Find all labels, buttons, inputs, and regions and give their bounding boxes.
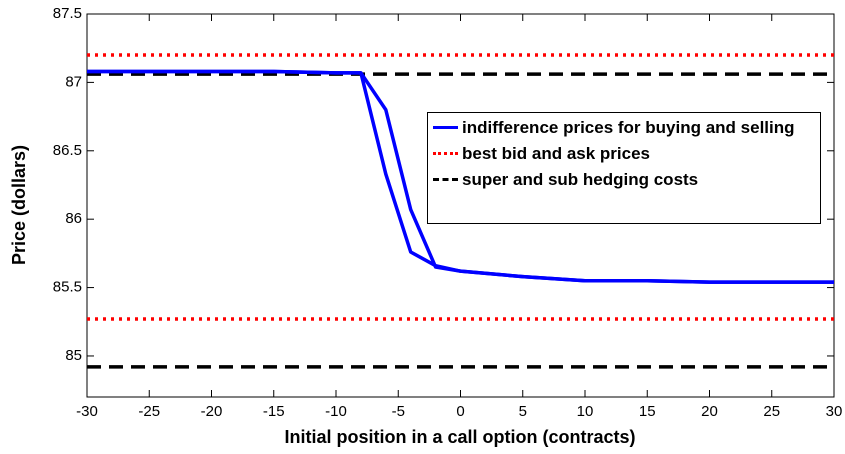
x-tick-label: -20 bbox=[201, 403, 223, 420]
legend-entry: best bid and ask prices bbox=[433, 141, 816, 167]
legend-entry: indifference prices for buying and selli… bbox=[433, 115, 816, 141]
x-tick-label: 20 bbox=[701, 403, 718, 420]
legend-swatch bbox=[433, 167, 458, 193]
y-tick-label: 87 bbox=[65, 73, 82, 90]
x-axis-label: Initial position in a call option (contr… bbox=[284, 427, 635, 447]
y-tick-label: 85.5 bbox=[53, 279, 82, 296]
y-tick-label: 85 bbox=[65, 347, 82, 364]
x-tick-label: 10 bbox=[577, 403, 594, 420]
y-tick-label: 87.5 bbox=[53, 5, 82, 22]
legend-label: best bid and ask prices bbox=[462, 144, 651, 163]
legend-box: indifference prices for buying and selli… bbox=[427, 112, 821, 224]
y-axis-label: Price (dollars) bbox=[9, 145, 29, 265]
x-tick-label: -5 bbox=[392, 403, 405, 420]
y-tick-label: 86 bbox=[65, 210, 82, 227]
x-tick-label: -30 bbox=[76, 403, 98, 420]
legend-swatch bbox=[433, 115, 458, 141]
y-tick-label: 86.5 bbox=[53, 142, 82, 159]
legend-label: super and sub hedging costs bbox=[462, 170, 699, 189]
x-tick-label: 15 bbox=[639, 403, 656, 420]
x-tick-label: 30 bbox=[826, 403, 843, 420]
legend: indifference prices for buying and selli… bbox=[427, 112, 821, 224]
x-tick-label: -25 bbox=[138, 403, 160, 420]
x-tick-label: -10 bbox=[325, 403, 347, 420]
legend-entry: super and sub hedging costs bbox=[433, 167, 816, 193]
legend-label: indifference prices for buying and selli… bbox=[462, 118, 795, 137]
line-series bbox=[87, 69, 834, 284]
x-tick-label: 5 bbox=[519, 403, 527, 420]
x-tick-label: 0 bbox=[456, 403, 464, 420]
x-tick-label: 25 bbox=[763, 403, 780, 420]
x-tick-label: -15 bbox=[263, 403, 285, 420]
legend-swatch bbox=[433, 141, 458, 167]
